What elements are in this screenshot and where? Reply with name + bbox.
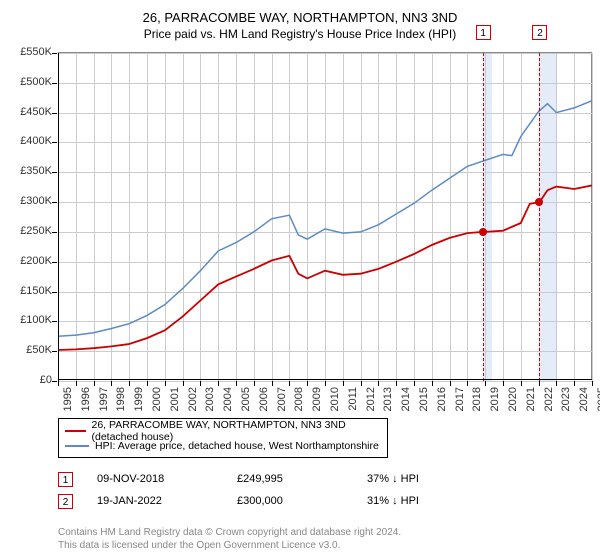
sale-marker-box: 1	[476, 25, 491, 40]
x-tick-label: 1998	[115, 387, 127, 411]
plot-area: 12	[58, 52, 592, 380]
footer-line: This data is licensed under the Open Gov…	[58, 539, 578, 552]
sales-table: 1 09-NOV-2018 £249,995 37% ↓ HPI 2 19-JA…	[58, 468, 592, 512]
x-tick-label: 1997	[98, 387, 110, 411]
sales-row: 1 09-NOV-2018 £249,995 37% ↓ HPI	[58, 468, 592, 490]
legend-label: HPI: Average price, detached house, West…	[95, 440, 379, 452]
sale-date: 19-JAN-2022	[97, 495, 237, 507]
x-tick-label: 2020	[507, 387, 519, 411]
y-axis	[58, 53, 59, 381]
x-tick-label: 2018	[471, 387, 483, 411]
y-tick-label: £250K	[0, 225, 52, 237]
title-sub: Price paid vs. HM Land Registry's House …	[0, 27, 600, 41]
line-series-svg	[58, 53, 592, 381]
x-tick-label: 2006	[258, 387, 270, 411]
legend-row: HPI: Average price, detached house, West…	[65, 438, 381, 453]
sale-pct: 31% ↓ HPI	[367, 495, 497, 507]
x-tick-label: 2003	[204, 387, 216, 411]
x-tick-label: 2019	[489, 387, 501, 411]
x-tick-label: 2012	[365, 387, 377, 411]
x-tick-label: 2017	[454, 387, 466, 411]
legend: 26, PARRACOMBE WAY, NORTHAMPTON, NN3 3ND…	[58, 418, 388, 458]
title-main: 26, PARRACOMBE WAY, NORTHAMPTON, NN3 3ND	[0, 10, 600, 25]
x-tick-label: 2021	[525, 387, 537, 411]
sale-dot	[535, 198, 543, 206]
sale-price: £300,000	[237, 495, 367, 507]
legend-row: 26, PARRACOMBE WAY, NORTHAMPTON, NN3 3ND…	[65, 423, 381, 438]
x-tick-label: 2022	[543, 387, 555, 411]
chart-area: 12 £0£50K£100K£150K£200K£250K£300K£350K£…	[58, 52, 592, 380]
sale-marker-box: 2	[532, 25, 547, 40]
x-tick-label: 2024	[578, 387, 590, 411]
x-tick-label: 2010	[329, 387, 341, 411]
sale-index-box: 2	[58, 494, 73, 509]
x-tick-label: 2004	[222, 387, 234, 411]
x-tick-label: 1996	[80, 387, 92, 411]
x-tick-label: 2011	[347, 387, 359, 411]
legend-swatch	[65, 445, 89, 447]
x-axis	[58, 379, 592, 380]
series-hpi	[58, 101, 592, 337]
y-tick-label: £50K	[0, 344, 52, 356]
y-tick-label: £100K	[0, 314, 52, 326]
x-tick-label: 2000	[151, 387, 163, 411]
series-property	[58, 185, 592, 350]
y-tick-label: £400K	[0, 135, 52, 147]
x-tick-label: 2009	[311, 387, 323, 411]
x-tick-label: 2007	[276, 387, 288, 411]
x-tick-label: 2002	[187, 387, 199, 411]
sale-date: 09-NOV-2018	[97, 473, 237, 485]
x-tick-label: 2008	[293, 387, 305, 411]
sales-row: 2 19-JAN-2022 £300,000 31% ↓ HPI	[58, 490, 592, 512]
y-tick-label: £300K	[0, 195, 52, 207]
y-tick-label: £500K	[0, 76, 52, 88]
x-tick-label: 2014	[400, 387, 412, 411]
x-tick-label: 2001	[169, 387, 181, 411]
footer-line: Contains HM Land Registry data © Crown c…	[58, 526, 578, 539]
x-tick-label: 2013	[382, 387, 394, 411]
sale-price: £249,995	[237, 473, 367, 485]
legend-swatch	[65, 430, 86, 432]
y-tick-label: £350K	[0, 165, 52, 177]
y-tick-label: £200K	[0, 255, 52, 267]
sale-pct: 37% ↓ HPI	[367, 473, 497, 485]
x-tick-label: 2025	[596, 387, 600, 411]
y-tick-label: £450K	[0, 106, 52, 118]
y-tick-label: £0	[0, 374, 52, 386]
y-tick-label: £550K	[0, 46, 52, 58]
x-tick-label: 1999	[133, 387, 145, 411]
x-tick-label: 2015	[418, 387, 430, 411]
x-tick-label: 2005	[240, 387, 252, 411]
sale-dot	[479, 228, 487, 236]
chart-titles: 26, PARRACOMBE WAY, NORTHAMPTON, NN3 3ND…	[0, 0, 600, 41]
footer: Contains HM Land Registry data © Crown c…	[58, 526, 578, 552]
x-tick-label: 1995	[62, 387, 74, 411]
sale-index-box: 1	[58, 472, 73, 487]
x-tick-label: 2023	[560, 387, 572, 411]
y-tick-label: £150K	[0, 285, 52, 297]
x-tick-label: 2016	[436, 387, 448, 411]
